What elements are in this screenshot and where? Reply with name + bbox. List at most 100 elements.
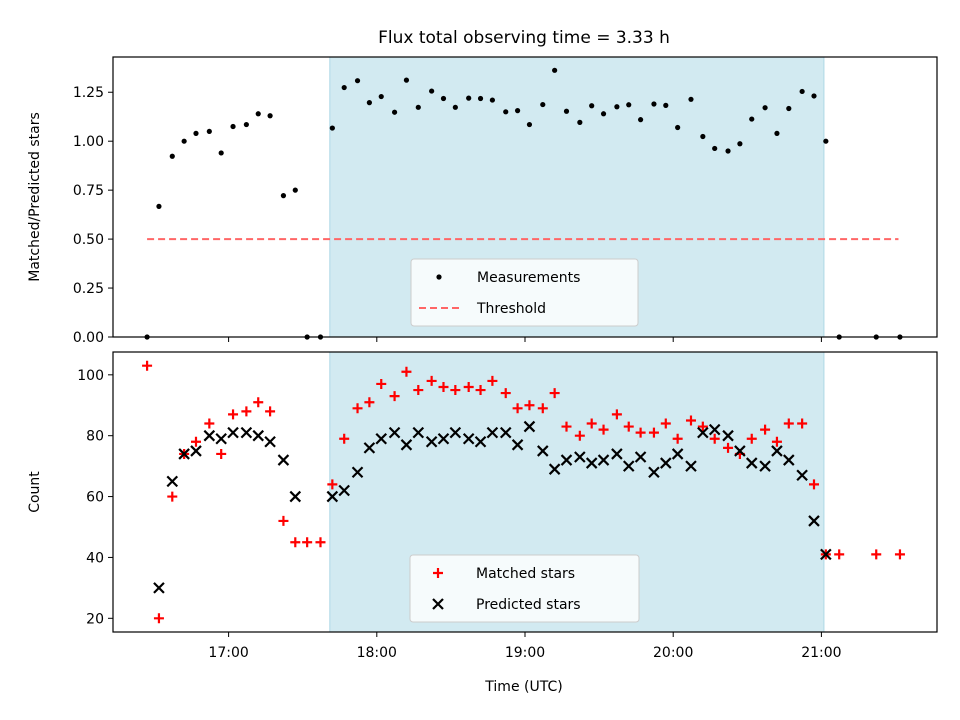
data-point-measurement [206, 128, 212, 135]
data-point-measurement [429, 88, 435, 94]
x-tick-label: 19:00 [505, 645, 545, 661]
series-predicted-stars [153, 420, 832, 594]
data-point-matched [352, 403, 363, 414]
data-point-predicted [560, 454, 573, 466]
data-point-measurement [230, 123, 236, 130]
y-axis-label: Count [27, 471, 43, 513]
x-tick-label: 18:00 [357, 645, 397, 661]
data-point-measurement [675, 124, 681, 131]
y-tick-label: 100 [77, 368, 104, 384]
data-point-measurement [600, 111, 607, 117]
data-point-measurement [391, 109, 398, 115]
data-point-measurement [466, 95, 472, 101]
count-panel: 20 40 60 80 100 17:00 18:00 19:00 20:00 21:00 Coun… [27, 351, 938, 661]
data-point-measurement [243, 121, 249, 128]
data-point-predicted [363, 442, 376, 454]
data-point-measurement [737, 141, 743, 147]
data-point-matched [623, 421, 634, 432]
legend-label: Measurements [477, 270, 580, 286]
data-point-measurement [477, 95, 484, 102]
data-point-measurement [563, 108, 570, 114]
data-point-matched [894, 549, 905, 560]
data-point-matched [487, 375, 498, 386]
data-point-predicted [425, 436, 438, 448]
y-axis-label: Matched/Predicted stars [27, 112, 43, 282]
data-point-matched [278, 515, 289, 526]
data-point-measurement [663, 102, 669, 108]
data-point-measurement [440, 95, 447, 102]
data-point-matched [871, 549, 882, 560]
data-point-predicted [820, 548, 832, 561]
data-point-predicted [351, 466, 364, 478]
data-point-measurement [169, 153, 175, 159]
data-point-predicted [486, 426, 499, 439]
data-point-matched [500, 388, 511, 399]
x-axis-label: Time (UTC) [484, 679, 562, 695]
y-tick-label: 1.25 [73, 85, 104, 101]
data-point-predicted [240, 426, 253, 439]
data-point-predicted [190, 445, 202, 457]
data-point-predicted [153, 582, 165, 594]
data-point-predicted [622, 460, 635, 472]
data-point-measurement [503, 109, 509, 115]
data-point-predicted [808, 515, 820, 527]
data-point-matched [190, 436, 201, 447]
data-point-measurement [514, 108, 521, 114]
data-point-matched [290, 537, 301, 548]
data-point-predicted [783, 454, 795, 466]
ratio-panel: 0.00 0.25 0.50 0.75 1.00 1.25 Matched/Predicte… [27, 56, 938, 346]
data-point-predicted [449, 426, 462, 439]
data-point-matched [302, 537, 313, 548]
data-point-matched [475, 385, 486, 396]
data-point-predicted [203, 429, 216, 442]
data-point-predicted [745, 457, 758, 469]
data-point-predicted [634, 451, 647, 463]
data-point-matched [228, 409, 239, 420]
data-point-measurement [489, 97, 495, 103]
data-point-matched [450, 385, 461, 396]
data-point-predicted [585, 457, 598, 469]
data-point-predicted [412, 426, 425, 439]
data-point-matched [574, 430, 585, 441]
data-point-matched [685, 415, 696, 426]
data-point-measurement [181, 138, 187, 144]
data-point-measurement [811, 93, 817, 99]
data-point-measurement [725, 148, 731, 154]
data-point-matched [561, 421, 572, 432]
data-point-matched [413, 385, 424, 396]
data-point-predicted [375, 432, 388, 445]
x-tick-label: 17:00 [208, 645, 248, 661]
legend-marker-predicted [432, 598, 444, 610]
data-point-measurement [218, 150, 224, 156]
data-point-measurement [329, 125, 335, 131]
data-point-matched [697, 421, 708, 432]
data-point-matched [438, 382, 449, 392]
legend: Measurements Threshold [410, 258, 639, 327]
data-point-matched [783, 418, 794, 429]
data-point-predicted [523, 420, 536, 433]
data-point-matched [648, 427, 659, 438]
data-point-predicted [437, 432, 450, 445]
x-tick-label: 21:00 [801, 645, 841, 661]
data-point-measurement [526, 121, 533, 128]
data-point-predicted [400, 439, 413, 451]
legend-label: Matched stars [476, 566, 575, 582]
data-point-measurement [774, 130, 780, 136]
data-point-predicted [537, 445, 549, 457]
data-point-matched [808, 479, 819, 490]
data-point-measurement [403, 77, 410, 83]
data-point-matched [611, 409, 622, 420]
y-tick-label: 0.00 [73, 330, 104, 346]
data-point-matched [672, 433, 683, 444]
data-point-matched [401, 366, 412, 377]
y-tick-label: 0.25 [73, 281, 104, 297]
data-point-measurement [552, 67, 558, 73]
data-point-predicted [771, 445, 783, 457]
data-point-predicted [648, 466, 660, 478]
data-point-predicted [734, 445, 746, 457]
data-point-matched [253, 397, 264, 408]
data-point-predicted [759, 460, 771, 472]
data-point-measurement [799, 88, 805, 95]
y-tick-label: 40 [86, 550, 104, 566]
